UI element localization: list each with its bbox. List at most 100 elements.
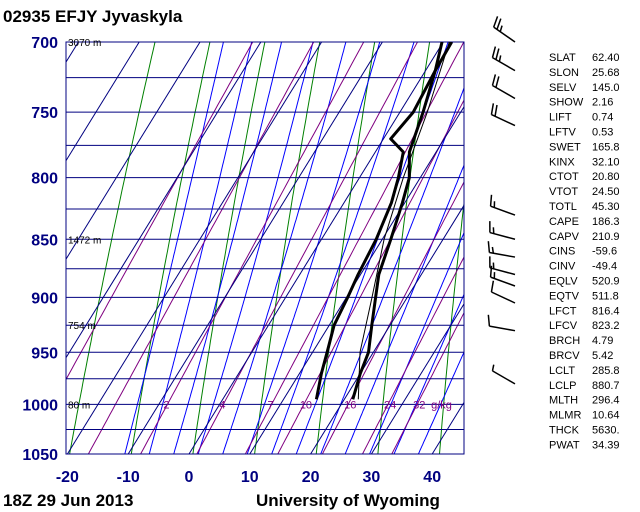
sounding-series-line: [351, 42, 444, 400]
pressure-axis: 700 750 800 850 900 950 1000 1050: [22, 35, 58, 464]
index-value: 25.68: [592, 67, 620, 79]
moist-adiabat-line: [173, 42, 283, 454]
mixing-ratio-label: 32: [413, 399, 425, 411]
index-value: 34.39: [592, 439, 620, 451]
mixing-ratio-line: [244, 42, 464, 454]
index-label: CINV: [549, 261, 576, 273]
temperature-tick-label: 20: [302, 469, 320, 486]
wind-barb-half-flag: [491, 246, 495, 254]
isotherm-line: [188, 42, 444, 454]
temperature-tick-label: 0: [185, 469, 194, 486]
index-value: 45.30: [592, 201, 620, 213]
index-value: 145.0: [592, 82, 620, 94]
wind-barb-flag: [494, 104, 498, 117]
moist-adiabat-line: [417, 350, 464, 454]
mixing-ratio-labels: 2 4 7 10 16 24 32 g/kg: [163, 399, 452, 411]
temperature-tick-label: -10: [117, 469, 140, 486]
index-label: SLON: [549, 67, 579, 79]
index-value: 5.42: [592, 350, 613, 362]
index-label: TOTL: [549, 201, 577, 213]
pressure-tick-label: 700: [31, 35, 58, 52]
index-label: LIFT: [549, 112, 572, 124]
index-label: PWAT: [549, 439, 580, 451]
wind-barb-icon: [492, 16, 516, 43]
isotherm-line: [249, 105, 464, 454]
wind-barb-icon: [491, 74, 516, 100]
isotherm-lines: [0, 42, 464, 454]
pressure-tick-label: 950: [31, 345, 58, 362]
mixing-ratio-label: 24: [384, 399, 396, 411]
moist-adiabat-line: [246, 42, 381, 454]
isotherm-line: [0, 42, 18, 454]
wind-barb-icon: [491, 364, 516, 385]
wind-barb-icon: [487, 241, 516, 258]
wind-barb-flag: [490, 103, 495, 115]
index-label: BRCH: [549, 335, 580, 347]
wind-barb-staff: [492, 370, 516, 385]
index-label: EQTV: [549, 290, 580, 302]
isotherm-line: [127, 42, 383, 454]
index-value: 165.8: [592, 141, 620, 153]
moist-adiabat-line: [320, 86, 464, 454]
height-labels: 3070 m 1472 m 754 m 80 m: [68, 38, 101, 411]
pressure-tick-label: 1050: [22, 447, 58, 464]
index-value: 62.40: [592, 52, 620, 64]
footer-source: University of Wyoming: [256, 491, 440, 510]
temperature-tick-label: 40: [423, 469, 441, 486]
index-label: LFTV: [549, 127, 577, 139]
isotherm-line: [66, 42, 262, 359]
index-label: LCLP: [549, 380, 577, 392]
index-value: 285.8: [592, 365, 620, 377]
moist-adiabat-line: [369, 231, 464, 454]
isotherm-line: [370, 302, 464, 454]
index-value: 0.74: [592, 112, 613, 124]
stability-indices-table: SLAT 62.40 SLON 25.68 SELV 145.0 SHOW 2.16 LIFT 0…: [549, 52, 620, 451]
index-value: 816.4: [592, 305, 620, 317]
index-value: -49.4: [592, 261, 617, 273]
index-label: KINX: [549, 156, 575, 168]
index-value: 4.79: [592, 335, 613, 347]
index-label: MLTH: [549, 395, 578, 407]
index-value: 823.2: [592, 320, 620, 332]
wind-barb-half-flag: [498, 55, 502, 62]
index-value: 24.50: [592, 186, 620, 198]
mixing-ratio-label: 7: [268, 399, 274, 411]
index-value: 2.16: [592, 97, 613, 109]
wind-barb-icon: [490, 103, 516, 127]
mixing-ratio-label: g/kg: [431, 399, 452, 411]
height-label: 1472 m: [68, 235, 101, 246]
wind-barb-half-flag: [499, 25, 503, 32]
wind-barb-flag: [487, 241, 491, 253]
wind-barb-flag: [491, 74, 497, 86]
index-label: LCLT: [549, 365, 575, 377]
wind-barb-staff: [489, 267, 516, 276]
wind-barb-flag: [487, 314, 491, 327]
mixing-ratio-label: 2: [163, 399, 169, 411]
index-value: 880.7: [592, 380, 620, 392]
wind-barb-icon: [489, 221, 516, 241]
height-label: 754 m: [68, 321, 96, 332]
wind-barb-icon: [489, 256, 516, 276]
footer-time: 18Z 29 Jun 2013: [3, 491, 133, 510]
wind-barb-flag: [492, 16, 499, 28]
pressure-tick-label: 900: [31, 290, 58, 307]
wind-barb-staff: [491, 291, 516, 304]
index-label: CAPV: [549, 231, 580, 243]
sounding-series-line: [314, 42, 454, 400]
height-label: 3070 m: [68, 38, 101, 49]
wind-barb-icon: [487, 314, 516, 332]
wind-barb-staff: [491, 113, 516, 127]
pressure-tick-label: 750: [31, 105, 58, 122]
plot-frame: [65, 41, 465, 455]
wind-barb-staff: [492, 56, 516, 72]
index-value: 32.10: [592, 156, 620, 168]
wind-barb-flag: [495, 48, 500, 60]
mixing-ratio-label: 10: [300, 399, 312, 411]
temperature-tick-label: 10: [241, 469, 259, 486]
wind-barb-staff: [490, 276, 516, 287]
index-label: THCK: [549, 425, 580, 437]
wind-barb-flag: [489, 194, 493, 207]
index-label: SLAT: [549, 52, 576, 64]
index-value: -59.6: [592, 246, 617, 258]
